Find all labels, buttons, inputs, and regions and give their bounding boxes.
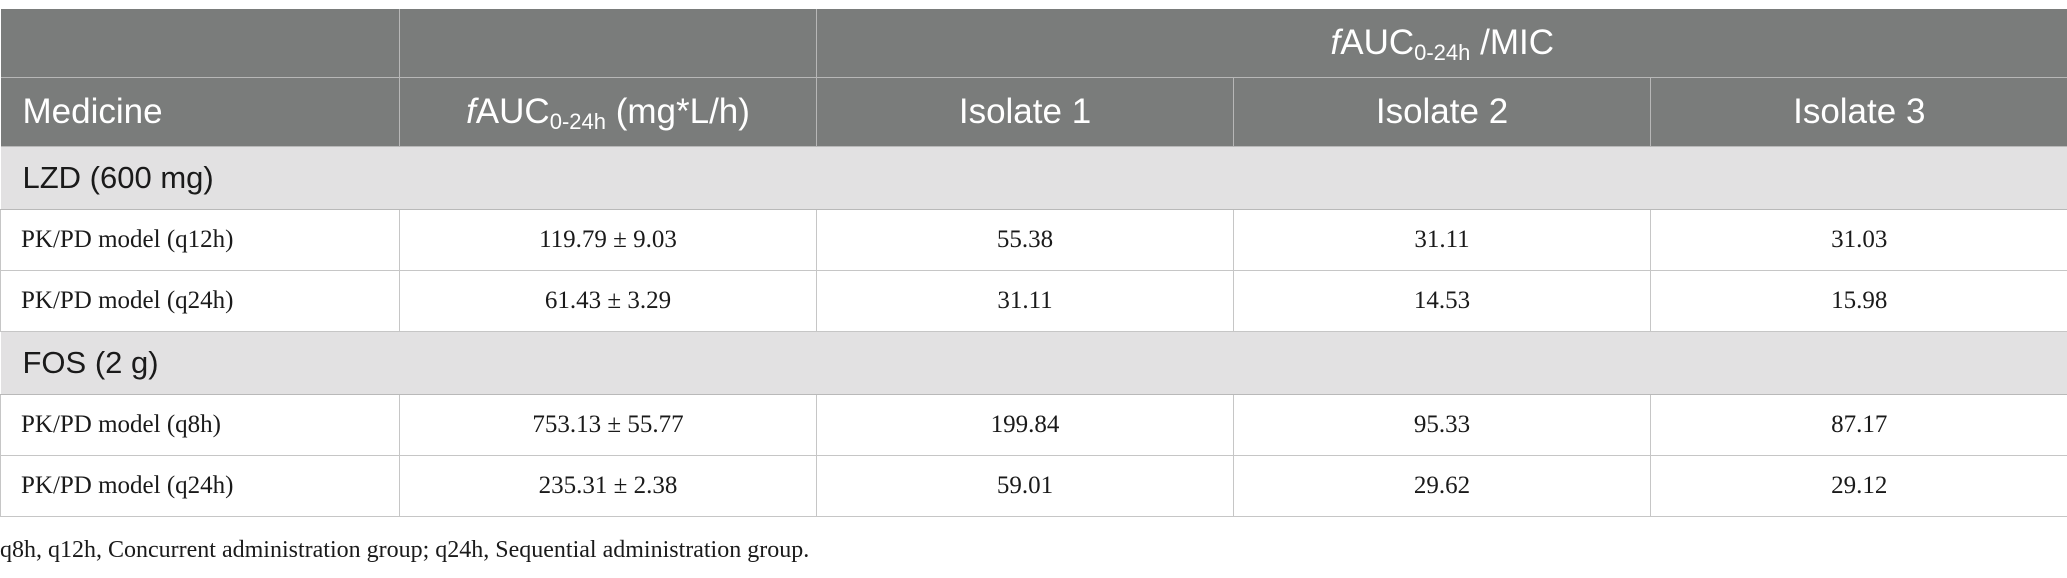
group-label: FOS (2 g) [0,331,2067,395]
table-row: PK/PD model (q24h) 61.43 ± 3.29 31.11 14… [0,270,2067,332]
cell-auc: 61.43 ± 3.29 [399,270,817,332]
header-auc-main: AUC [475,92,550,131]
header-auc-prefix: f [466,92,476,131]
table-footnote: q8h, q12h, Concurrent administration gro… [0,537,810,563]
header-auc-mic-main: AUC [1340,23,1415,62]
cell-isolate-2: 29.62 [1233,455,1651,517]
cell-isolate-2: 31.11 [1233,209,1651,271]
header-empty-cell [399,9,817,78]
cell-isolate-1: 55.38 [816,209,1234,271]
group-label: LZD (600 mg) [0,146,2067,210]
cell-model: PK/PD model (q24h) [0,270,400,332]
cell-isolate-2: 14.53 [1233,270,1651,332]
cell-isolate-1: 199.84 [816,394,1234,456]
header-auc-mic-prefix: f [1330,23,1341,62]
cell-isolate-3: 29.12 [1649,455,2067,517]
cell-auc: 753.13 ± 55.77 [399,394,817,456]
cell-isolate-1: 59.01 [816,455,1234,517]
header-auc-subscript: 0-24h [549,109,606,134]
header-auc-mic-subscript: 0-24h [1414,40,1471,65]
header-auc: fAUC0-24h (mg*L/h) [399,77,817,147]
header-row-columns: Medicine fAUC0-24h (mg*L/h) Isolate 1 Is… [0,77,2067,147]
cell-auc: 119.79 ± 9.03 [399,209,817,271]
header-auc-mic-group: fAUC0-24h /MIC [815,9,2067,78]
header-isolate-1: Isolate 1 [816,77,1234,147]
cell-auc: 235.31 ± 2.38 [399,455,817,517]
cell-model: PK/PD model (q8h) [0,394,400,456]
header-empty-cell [0,9,400,78]
header-isolate-3: Isolate 3 [1649,77,2067,147]
cell-isolate-3: 15.98 [1649,270,2067,332]
cell-isolate-3: 87.17 [1649,394,2067,456]
group-row-lzd: LZD (600 mg) [0,146,2067,210]
cell-model: PK/PD model (q12h) [0,209,400,271]
cell-isolate-2: 95.33 [1233,394,1651,456]
group-row-fos: FOS (2 g) [0,331,2067,395]
table-row: PK/PD model (q24h) 235.31 ± 2.38 59.01 2… [0,455,2067,517]
header-row-top: fAUC0-24h /MIC [0,9,2067,78]
cell-isolate-1: 31.11 [816,270,1234,332]
pk-pd-table: fAUC0-24h /MIC Medicine fAUC0-24h (mg*L/… [0,9,2067,517]
header-auc-mic-suffix: /MIC [1470,23,1555,62]
table-row: PK/PD model (q8h) 753.13 ± 55.77 199.84 … [0,394,2067,456]
header-isolate-2: Isolate 2 [1233,77,1651,147]
table-row: PK/PD model (q12h) 119.79 ± 9.03 55.38 3… [0,209,2067,271]
header-medicine: Medicine [0,77,400,147]
cell-model: PK/PD model (q24h) [0,455,400,517]
cell-isolate-3: 31.03 [1649,209,2067,271]
header-auc-suffix: (mg*L/h) [605,92,750,131]
